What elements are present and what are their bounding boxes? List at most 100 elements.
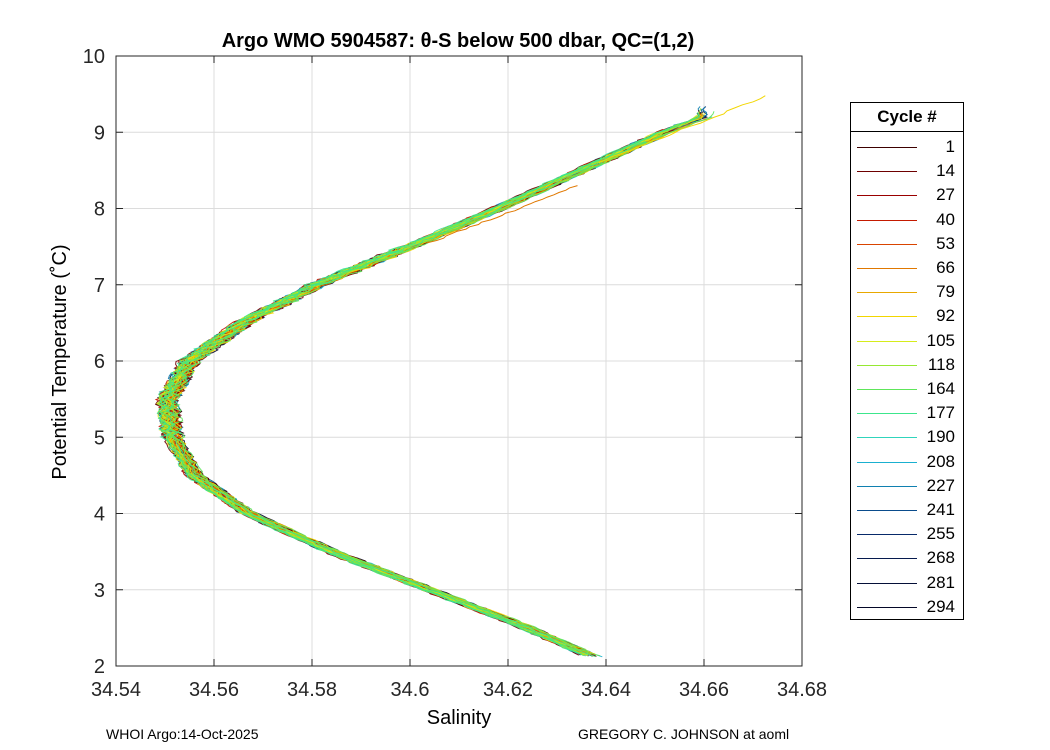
legend-label: 281 (926, 572, 955, 592)
legend-swatch (857, 195, 917, 197)
profile-line-cycle-66 (167, 139, 655, 656)
legend-label: 27 (936, 185, 955, 205)
profile-line-cycle-40 (164, 139, 649, 655)
profile-line-cycle-208 (159, 115, 699, 655)
legend-entry: 105 (851, 330, 963, 354)
legend-entry: 92 (851, 305, 963, 329)
legend-entry: 208 (851, 451, 963, 475)
y-tick-label: 5 (94, 427, 105, 449)
legend-swatch (857, 389, 917, 390)
legend-swatch (857, 558, 917, 560)
legend-entry: 14 (851, 160, 963, 184)
footer-right-credit: GREGORY C. JOHNSON at aoml (578, 726, 790, 742)
profile-line-cycle-92 (170, 123, 693, 656)
legend-entry: 227 (851, 475, 963, 499)
x-tick-label: 34.68 (777, 679, 827, 701)
y-axis-label: Potential Temperature (˚C) (49, 244, 71, 479)
profile-line-cycle-164 (158, 116, 701, 657)
profile-line-cycle-227 (163, 106, 708, 655)
legend-entry: 164 (851, 378, 963, 402)
legend-swatch (857, 316, 917, 318)
profile-line-cycle-1 (169, 133, 666, 656)
y-tick-label: 9 (94, 122, 105, 144)
legend-swatch (857, 364, 917, 366)
profile-line-cycle-40 (160, 130, 664, 655)
legend-swatch (857, 171, 917, 173)
legend-entry: 1 (851, 136, 963, 160)
x-tick-label: 34.54 (91, 679, 141, 701)
profile-line-cycle-177 (156, 126, 671, 654)
legend-swatch (857, 340, 917, 342)
gridlines (116, 56, 802, 666)
legend-swatch (857, 461, 917, 463)
legend-swatch (857, 437, 917, 439)
profile-line-cycle-268 (167, 137, 656, 657)
profile-line-cycle-294 (162, 136, 654, 656)
profile-line-cycle-268 (156, 112, 701, 655)
legend-label: 227 (926, 475, 955, 495)
legend-label: 79 (936, 282, 955, 302)
profile-line-cycle-14 (168, 139, 653, 656)
profile-line-cycle-118 (157, 108, 702, 656)
profile-line-cycle-190 (169, 116, 713, 654)
legend-swatch (857, 413, 917, 415)
legend-label: 105 (926, 330, 955, 350)
profile-line-cycle-105 (155, 114, 698, 655)
profile-line-cycle-105 (165, 112, 706, 656)
legend-label: 14 (936, 161, 955, 181)
x-tick-label: 34.64 (581, 679, 631, 701)
legend-swatch (857, 582, 917, 584)
legend-swatch (857, 243, 917, 245)
y-tick-label: 3 (94, 580, 105, 602)
legend-entry: 281 (851, 572, 963, 596)
legend-label: 164 (926, 379, 955, 398)
x-tick-label: 34.66 (679, 679, 729, 701)
profile-line-cycle-27 (165, 128, 681, 655)
profile-line-cycle-241 (166, 118, 702, 657)
profile-line-cycle-241 (160, 118, 701, 656)
profile-line-cycle-255 (162, 106, 708, 657)
legend-entry: 177 (851, 402, 963, 426)
profile-line-cycle-92 (159, 112, 704, 655)
profile-line-cycle-118 (168, 130, 676, 655)
profile-line-cycle-27 (168, 130, 675, 658)
legend-label: 40 (936, 209, 955, 229)
legend-label: 268 (926, 548, 955, 568)
legend-swatch (857, 268, 917, 269)
legend-label: 190 (926, 427, 955, 447)
profile-line-cycle-281 (155, 113, 701, 656)
legend-swatch (857, 510, 917, 511)
legend-swatch (857, 147, 917, 148)
legend-label: 255 (926, 524, 955, 544)
profile-line-cycle-14 (166, 130, 672, 655)
legend-swatch (857, 485, 917, 487)
legend-label: 294 (926, 596, 955, 616)
profile-line-cycle-177 (162, 141, 647, 658)
legend-entry: 66 (851, 257, 963, 281)
legend-label: 1 (945, 137, 955, 156)
profile-line-cycle-1 (160, 138, 652, 655)
profile-line-cycle-66 (427, 185, 578, 244)
profile-line-cycle-1 (157, 110, 702, 656)
x-tick-label: 34.58 (287, 679, 337, 701)
legend-entry: 40 (851, 209, 963, 233)
profile-line-cycle-164 (166, 132, 668, 655)
profile-line-cycle-79 (162, 130, 670, 657)
profile-line-cycle-190 (168, 126, 681, 656)
profile-lines (154, 95, 766, 658)
legend-label: 92 (936, 306, 955, 326)
x-tick-label: 34.62 (483, 679, 533, 701)
profile-line-cycle-40 (154, 126, 673, 654)
legend-entry: 241 (851, 499, 963, 523)
profile-line-cycle-53 (159, 112, 704, 655)
legend-entry: 268 (851, 547, 963, 571)
y-tick-label: 2 (94, 656, 105, 678)
legend-entry: 118 (851, 354, 963, 378)
profile-line-cycle-255 (161, 128, 667, 656)
profile-line-cycle-79 (161, 113, 704, 654)
chart-title: Argo WMO 5904587: θ-S below 500 dbar, QC… (222, 30, 695, 52)
footer-left-credit: WHOI Argo:14-Oct-2025 (106, 726, 259, 742)
legend-label: 177 (926, 403, 955, 423)
profile-line-cycle-53 (167, 138, 655, 655)
